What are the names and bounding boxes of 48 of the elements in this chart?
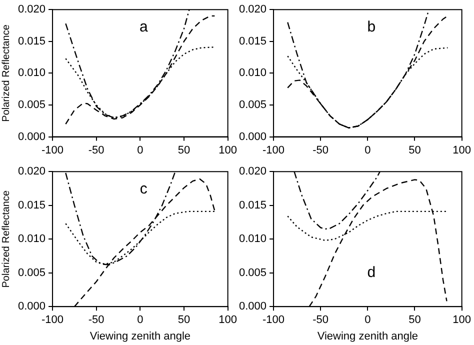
x-tick-label: -50: [88, 314, 104, 326]
y-tick-label: 0.015: [18, 199, 46, 212]
y-axis-title: Polarized Reflectance: [0, 24, 12, 122]
x-tick-label: 50: [178, 144, 190, 156]
x-tick-label: -100: [262, 144, 285, 156]
x-tick-label: 0: [364, 144, 371, 156]
y-tick-label: 0.015: [238, 35, 267, 48]
x-tick-label: -100: [262, 314, 285, 326]
x-tick-label: -50: [88, 144, 104, 156]
y-tick-label: 0.000: [238, 300, 267, 313]
y-tick-label: 0.005: [18, 266, 46, 279]
y-tick-label: 0.010: [18, 233, 46, 246]
x-axis-title: Viewing zenith angle: [90, 330, 191, 342]
y-tick-label: 0.015: [238, 199, 267, 212]
x-axis-title: Viewing zenith angle: [317, 330, 418, 342]
x-tick-label: 50: [408, 144, 421, 156]
x-tick-label: 0: [364, 314, 371, 326]
y-tick-label: 0.010: [18, 67, 46, 80]
y-tick-label: 0.020: [18, 166, 46, 178]
x-tick-label: 100: [218, 314, 238, 326]
x-tick-label: -50: [312, 144, 329, 156]
annotation: c: [140, 180, 148, 198]
y-tick-label: 0.015: [18, 35, 46, 48]
y-tick-label: 0.020: [238, 166, 267, 178]
y-tick-label: 0.005: [18, 99, 46, 112]
y-tick-label: 0.000: [18, 300, 46, 313]
y-tick-label: 0.005: [238, 99, 267, 112]
x-tick-label: 100: [452, 314, 472, 326]
y-tick-label: 0.020: [238, 4, 267, 16]
x-tick-label: 0: [137, 314, 144, 326]
y-tick-label: 0.010: [238, 233, 267, 246]
annotation: a: [140, 18, 149, 36]
annotation: b: [367, 18, 376, 36]
x-tick-label: -100: [42, 314, 64, 326]
y-axis-title: Polarized Reflectance: [0, 190, 12, 288]
x-tick-label: -50: [312, 314, 329, 326]
x-tick-label: -100: [42, 144, 64, 156]
y-tick-label: 0.000: [238, 130, 267, 143]
y-tick-label: 0.000: [18, 130, 46, 143]
x-tick-label: 100: [218, 144, 238, 156]
y-tick-label: 0.005: [238, 266, 267, 279]
x-tick-label: 100: [452, 144, 472, 156]
x-tick-label: 50: [178, 314, 190, 326]
y-tick-label: 0.020: [18, 4, 46, 16]
annotation: d: [367, 264, 376, 281]
y-tick-label: 0.010: [238, 67, 267, 80]
x-tick-label: 50: [408, 314, 421, 326]
x-tick-label: 0: [137, 144, 144, 156]
